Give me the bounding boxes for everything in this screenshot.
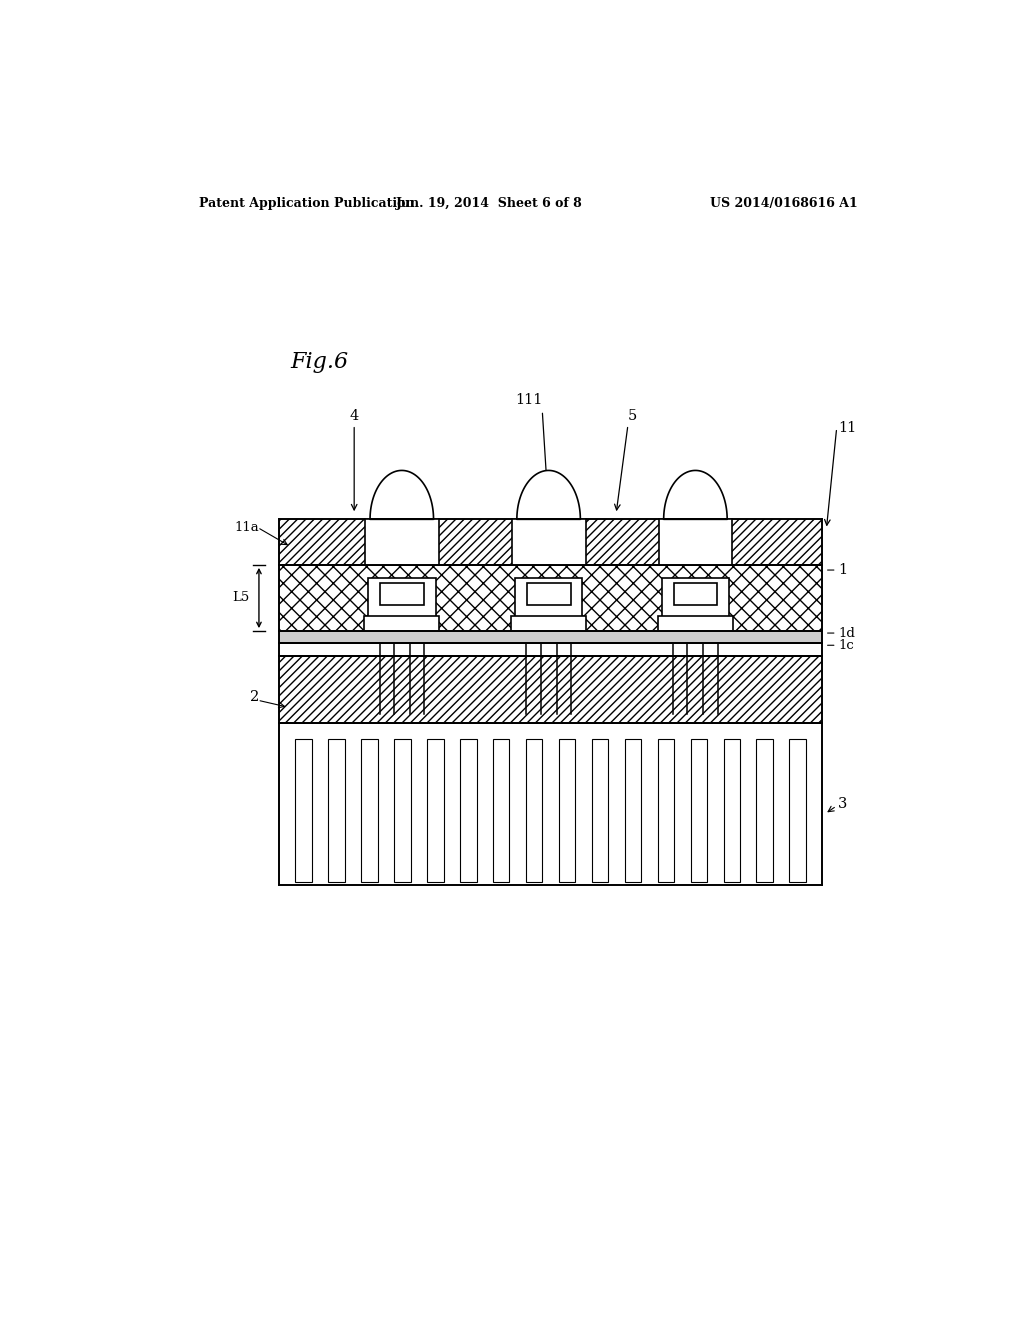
Polygon shape: [664, 470, 727, 519]
Bar: [328, 739, 345, 882]
Bar: [757, 739, 773, 882]
Bar: [295, 739, 311, 882]
Text: Jun. 19, 2014  Sheet 6 of 8: Jun. 19, 2014 Sheet 6 of 8: [395, 197, 583, 210]
Bar: [365, 615, 439, 631]
Text: 1c: 1c: [839, 639, 854, 652]
Bar: [515, 578, 583, 631]
Bar: [559, 739, 575, 882]
Text: Fig.6: Fig.6: [291, 351, 349, 372]
Text: 2: 2: [250, 690, 259, 704]
Bar: [368, 578, 435, 631]
Text: 3: 3: [839, 797, 848, 810]
Bar: [279, 519, 822, 565]
Polygon shape: [517, 470, 581, 519]
Bar: [512, 519, 586, 565]
Bar: [511, 615, 587, 631]
Text: 111: 111: [515, 393, 543, 408]
Bar: [526, 583, 570, 605]
Bar: [625, 739, 641, 882]
Bar: [394, 739, 411, 882]
Bar: [790, 739, 806, 882]
Bar: [279, 722, 822, 886]
Bar: [674, 583, 718, 605]
Bar: [658, 519, 732, 565]
Bar: [662, 578, 729, 631]
Text: 5: 5: [628, 409, 637, 422]
Text: 11: 11: [839, 421, 856, 434]
Bar: [380, 583, 424, 605]
Bar: [525, 739, 543, 882]
Bar: [279, 656, 822, 722]
Bar: [361, 739, 378, 882]
Bar: [279, 565, 822, 631]
Bar: [279, 631, 822, 643]
Bar: [592, 739, 608, 882]
Bar: [427, 739, 443, 882]
Text: Patent Application Publication: Patent Application Publication: [200, 197, 415, 210]
Bar: [657, 739, 674, 882]
Text: 1d: 1d: [839, 627, 855, 640]
Bar: [724, 739, 740, 882]
Text: 1: 1: [839, 564, 848, 577]
Bar: [493, 739, 510, 882]
Bar: [279, 643, 822, 656]
Text: 11a: 11a: [234, 521, 259, 533]
Text: US 2014/0168616 A1: US 2014/0168616 A1: [711, 197, 858, 210]
Text: 4: 4: [349, 409, 358, 422]
Bar: [460, 739, 476, 882]
Bar: [690, 739, 708, 882]
Text: L5: L5: [232, 591, 250, 605]
Polygon shape: [370, 470, 433, 519]
Bar: [365, 519, 438, 565]
Bar: [657, 615, 733, 631]
